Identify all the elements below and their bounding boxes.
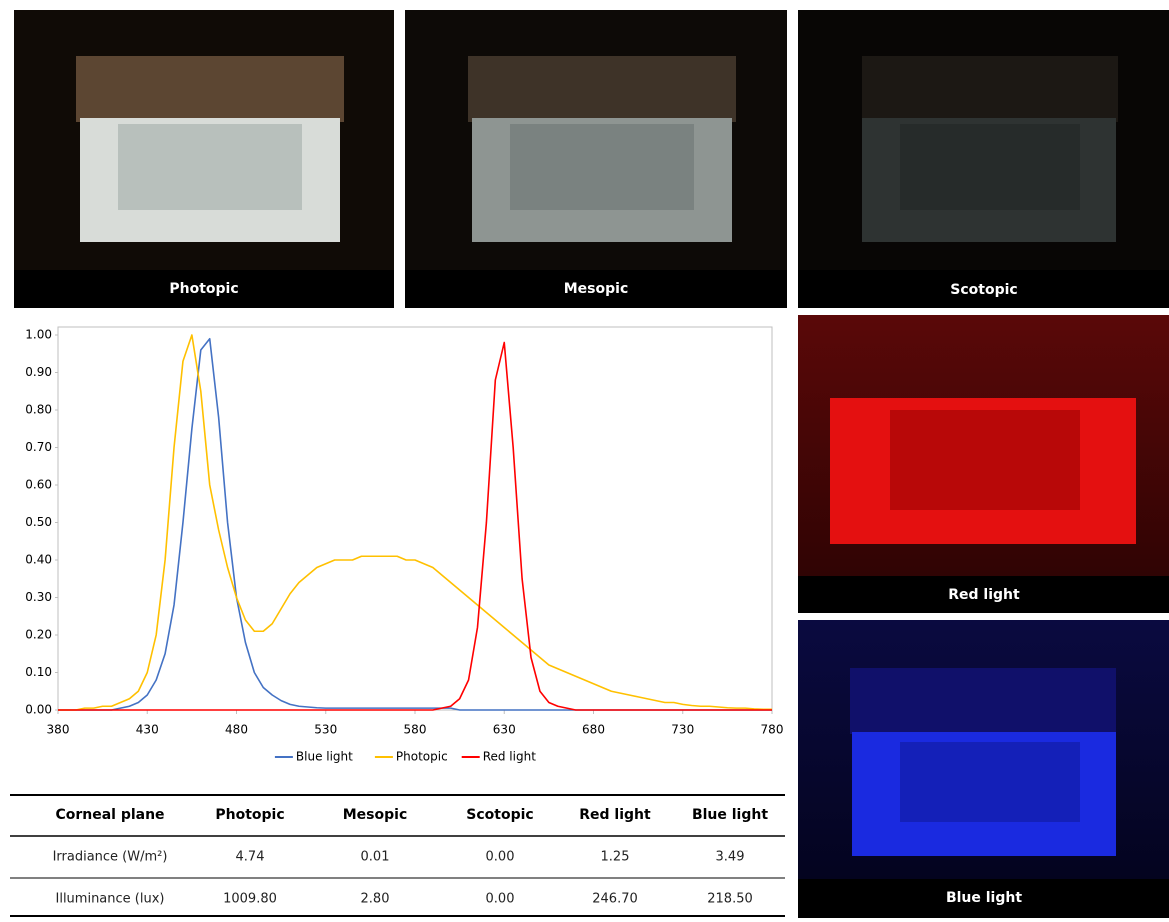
y-tick-label: 0.80 — [25, 403, 52, 417]
y-tick-label: 0.20 — [25, 628, 52, 642]
x-tick-label: 630 — [493, 723, 516, 737]
y-tick-label: 0.10 — [25, 665, 52, 679]
table-cell: 0.01 — [361, 850, 390, 865]
table-cell: 0.00 — [486, 850, 515, 865]
photo-caption: Red light — [948, 587, 1020, 603]
y-tick-label: 0.70 — [25, 440, 52, 454]
table-cell: 2.80 — [361, 892, 390, 907]
photo-blue-light: Blue light — [798, 620, 1169, 918]
legend-label: Photopic — [396, 750, 448, 764]
x-tick-label: 480 — [225, 723, 248, 737]
x-tick-label: 430 — [136, 723, 159, 737]
table-cell: Irradiance (W/m²) — [53, 850, 168, 865]
table-cell: Illuminance (lux) — [56, 892, 165, 907]
measurement-table: Corneal plane Photopic Mesopic Scotopic Red … — [10, 795, 785, 916]
x-tick-label: 680 — [582, 723, 605, 737]
table-header: Blue light — [692, 807, 768, 823]
photo-photopic: Photopic — [14, 10, 394, 308]
figure: Photopic Mesopic Scotopic Red light Blue… — [0, 0, 1169, 918]
y-tick-label: 0.30 — [25, 590, 52, 604]
table-cell: 0.00 — [486, 892, 515, 907]
table-cell: 1.25 — [601, 850, 630, 865]
photo-scotopic: Scotopic — [798, 10, 1169, 308]
table-header: Scotopic — [466, 807, 533, 823]
x-tick-label: 730 — [671, 723, 694, 737]
y-tick-label: 0.50 — [25, 515, 52, 529]
table-header: Photopic — [215, 807, 284, 823]
photo-mesopic: Mesopic — [405, 10, 787, 308]
table-cell: 218.50 — [707, 892, 753, 907]
photo-red-light: Red light — [798, 315, 1169, 613]
y-tick-label: 1.00 — [25, 328, 52, 342]
table-header: Red light — [579, 807, 651, 823]
table-cell: 1009.80 — [223, 892, 277, 907]
table-cell: 4.74 — [236, 850, 265, 865]
photo-caption: Photopic — [169, 281, 238, 297]
table-header: Mesopic — [343, 807, 408, 823]
photo-caption: Scotopic — [950, 282, 1017, 298]
photo-caption: Mesopic — [564, 281, 629, 297]
spectrum-chart: 0.00 0.10 0.20 0.30 0.40 0.50 0.60 0.70 0.80 0.90… — [25, 327, 783, 764]
x-tick-label: 780 — [761, 723, 784, 737]
series-line — [58, 339, 772, 710]
y-tick-label: 0.90 — [25, 365, 52, 379]
table-header: Corneal plane — [55, 807, 164, 823]
x-tick-label: 580 — [404, 723, 427, 737]
x-tick-label: 530 — [314, 723, 337, 737]
y-tick-label: 0.40 — [25, 553, 52, 567]
y-tick-label: 0.00 — [25, 703, 52, 717]
legend-label: Blue light — [296, 750, 353, 764]
table-cell: 3.49 — [716, 850, 745, 865]
x-tick-label: 380 — [47, 723, 70, 737]
table-cell: 246.70 — [592, 892, 638, 907]
y-tick-label: 0.60 — [25, 478, 52, 492]
legend-label: Red light — [483, 750, 537, 764]
photo-caption: Blue light — [946, 890, 1022, 906]
